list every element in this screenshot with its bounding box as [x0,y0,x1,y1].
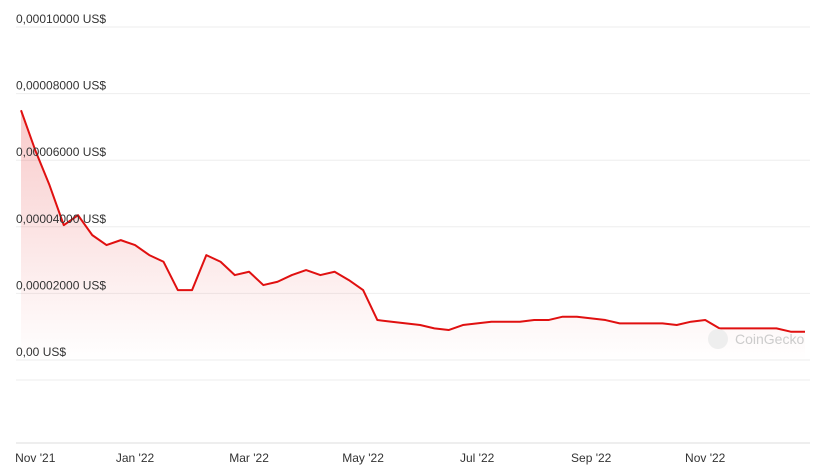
y-tick-label: 0,00008000 US$ [16,79,106,93]
x-tick-label: Sep '22 [571,451,612,465]
area [21,110,805,360]
x-tick-label: Jan '22 [116,451,155,465]
y-tick-label: 0,00010000 US$ [16,12,106,26]
watermark-logo [708,329,728,349]
x-tick-label: Jul '22 [460,451,495,465]
y-tick-label: 0,00002000 US$ [16,278,106,292]
x-tick-label: Nov '21 [15,451,56,465]
x-tick-label: Mar '22 [229,451,269,465]
y-tick-label: 0,00006000 US$ [16,145,106,159]
x-tick-label: May '22 [342,451,384,465]
x-tick-label: Nov '22 [685,451,726,465]
y-tick-label: 0,00004000 US$ [16,212,106,226]
watermark: CoinGecko [735,331,804,347]
price-line [20,109,805,333]
y-tick-label: 0,00 US$ [16,345,66,359]
